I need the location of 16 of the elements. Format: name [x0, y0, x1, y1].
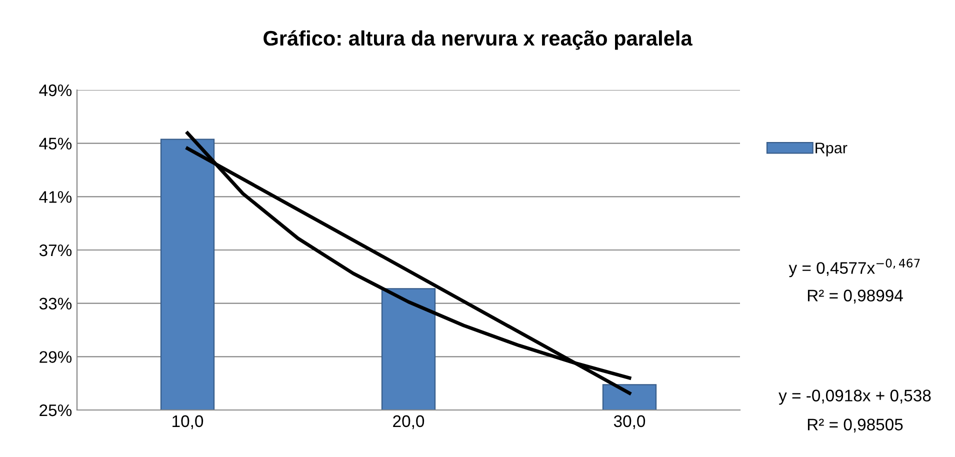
x-tick-label: 10,0	[172, 415, 204, 430]
y-tick-label: 37%	[39, 244, 72, 256]
text: R² = 0,98505	[808, 418, 903, 432]
x-tick-label: 20,0	[393, 415, 424, 430]
text: y = -0,0918x + 0,538	[778, 390, 931, 405]
y-tick-label: 41%	[39, 191, 72, 203]
y-tick-label: 49%	[39, 84, 72, 96]
text: R² = 0,98994	[808, 290, 903, 304]
y-tick-label: 29%	[40, 351, 72, 363]
y-tick-label: 45%	[39, 138, 72, 150]
chart-title: Gráfico: altura da nervura x reação paralela	[264, 30, 692, 50]
text: y = 0,4577x$^{−0,467}$	[788, 258, 920, 278]
x-tick-label: 30,0	[614, 415, 646, 430]
y-tick-label: 33%	[39, 298, 72, 310]
y-tick-label: 25%	[40, 404, 72, 416]
legend-label: Rpar	[816, 142, 848, 156]
